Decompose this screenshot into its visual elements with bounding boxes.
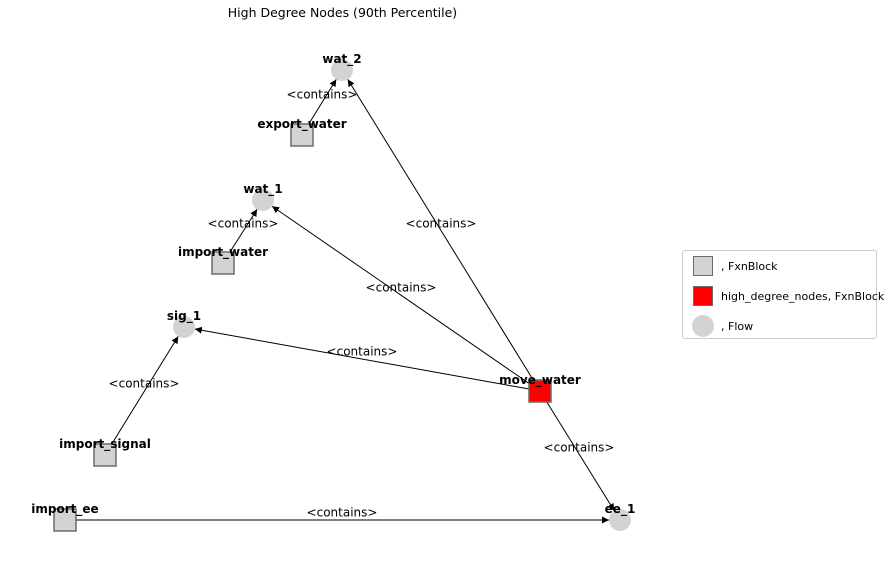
legend-item-fxnblock: , FxnBlock [691, 254, 778, 278]
high-degree-square-icon [693, 286, 713, 306]
fxnblock-node-export_water [290, 123, 314, 147]
edge-move_water-to-ee_1 [546, 401, 615, 511]
flow-circle-icon [692, 315, 714, 337]
flow-node-wat_2 [331, 59, 353, 81]
legend: , FxnBlock high_degree_nodes, FxnBlock ,… [682, 250, 884, 339]
legend-label: , Flow [721, 319, 754, 333]
edge-label: <contains> [307, 506, 378, 520]
edge-import_water-to-wat_1 [229, 209, 258, 253]
node-label-wat_1: wat_1 [243, 182, 282, 197]
edge-label: <contains> [287, 88, 358, 102]
node-label-wat_2: wat_2 [322, 52, 361, 67]
edge-move_water-to-wat_1 [271, 205, 530, 384]
node-label-import_water: import_water [178, 245, 268, 260]
fxnblock-node-import_ee [53, 508, 77, 532]
edge-label: <contains> [208, 217, 279, 231]
flow-node-wat_1 [252, 189, 274, 211]
edge-label: <contains> [109, 377, 180, 391]
node-label-import_ee: import_ee [31, 502, 98, 517]
node-label-sig_1: sig_1 [167, 309, 201, 324]
legend-label: , FxnBlock [721, 259, 778, 273]
diagram-title: High Degree Nodes (90th Percentile) [227, 5, 458, 20]
flow-node-ee_1 [609, 509, 631, 531]
fxnblock-node-import_signal [93, 443, 117, 467]
edge-move_water-to-sig_1 [194, 326, 530, 390]
edge-label: <contains> [327, 345, 398, 359]
edge-label: <contains> [544, 441, 615, 455]
edge-import_signal-to-sig_1 [111, 336, 179, 445]
flow-node-sig_1 [173, 316, 195, 338]
node-label-move_water: move_water [499, 373, 581, 388]
node-label-export_water: export_water [257, 117, 346, 132]
node-label-ee_1: ee_1 [605, 502, 636, 517]
legend-item-flow: , Flow [691, 314, 753, 338]
fxnblock-node-import_water [211, 251, 235, 275]
edge-label: <contains> [406, 217, 477, 231]
fxnblock-square-icon [693, 256, 713, 276]
edge-label: <contains> [366, 281, 437, 295]
high-degree-node-move_water [528, 379, 552, 403]
legend-item-high-degree: high_degree_nodes, FxnBlock [691, 284, 884, 308]
edge-move_water-to-wat_2 [347, 79, 534, 381]
edge-export_water-to-wat_2 [308, 79, 337, 125]
legend-label: high_degree_nodes, FxnBlock [721, 289, 885, 303]
node-label-import_signal: import_signal [59, 437, 151, 452]
